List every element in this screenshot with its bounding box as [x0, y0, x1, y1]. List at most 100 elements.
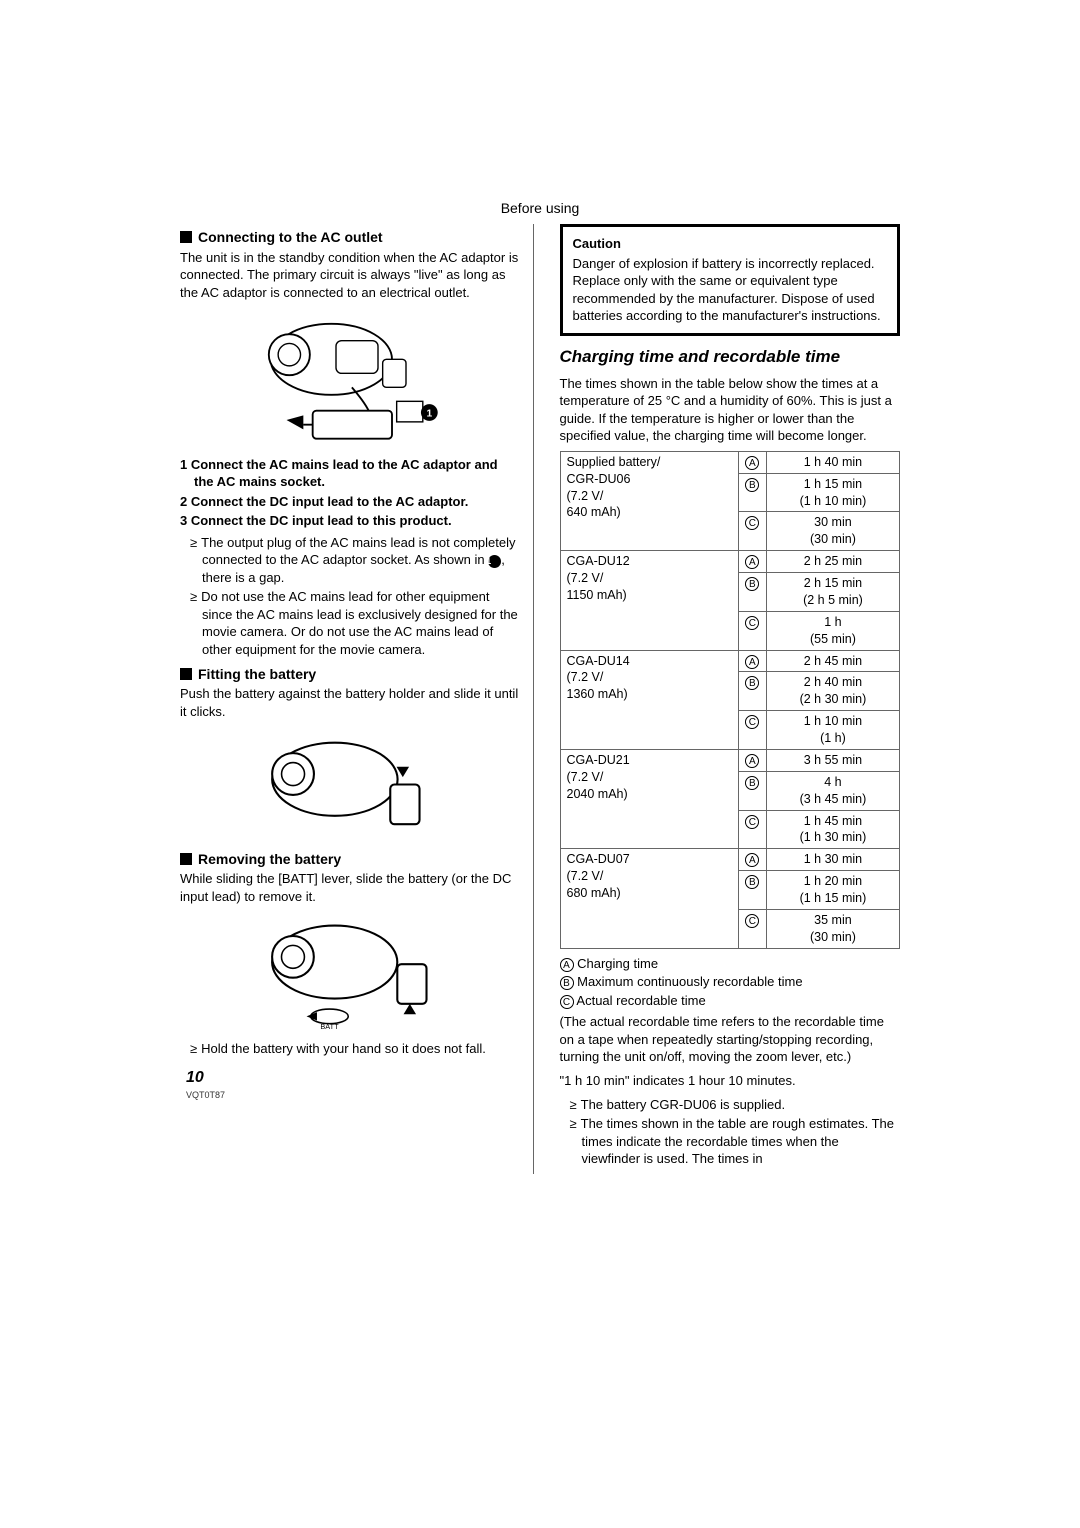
time-value-cell: 1 h 15 min (1 h 10 min)	[766, 473, 899, 512]
step-text: Connect the DC input lead to this produc…	[191, 513, 452, 528]
callout-1-icon: 1	[488, 555, 501, 568]
symbol-c-icon: C	[745, 914, 759, 928]
charging-notes: The battery CGR-DU06 is supplied. The ti…	[570, 1096, 901, 1168]
symbol-cell: A	[738, 551, 766, 573]
section-heading-remove: Removing the battery	[180, 850, 521, 869]
time-value-cell: 1 h 30 min	[766, 849, 899, 871]
charging-heading: Charging time and recordable time	[560, 346, 901, 369]
doc-code: VQT0T87	[186, 1089, 521, 1101]
table-row: CGA-DU07 (7.2 V/ 680 mAh)A1 h 30 min	[560, 849, 900, 871]
symbol-c-icon: C	[745, 616, 759, 630]
time-value-cell: 1 h 20 min (1 h 15 min)	[766, 871, 899, 910]
camera-fit-illustration	[246, 727, 455, 842]
caution-body: Danger of explosion if battery is incorr…	[573, 255, 888, 325]
two-column-layout: Connecting to the AC outlet The unit is …	[180, 224, 900, 1174]
symbol-cell: A	[738, 451, 766, 473]
symbol-c-icon: C	[745, 815, 759, 829]
symbol-cell: C	[738, 711, 766, 750]
camera-adaptor-illustration: 1	[238, 308, 462, 448]
time-value-cell: 2 h 40 min (2 h 30 min)	[766, 672, 899, 711]
time-value-cell: 1 h 10 min (1 h)	[766, 711, 899, 750]
table-legend: A Charging time B Maximum continuously r…	[560, 955, 901, 1010]
time-format-note: "1 h 10 min" indicates 1 hour 10 minutes…	[560, 1072, 901, 1090]
time-value-cell: 2 h 15 min (2 h 5 min)	[766, 573, 899, 612]
legend-symbol-b-icon: B	[560, 976, 574, 990]
note-text: Do not use the AC mains lead for other e…	[201, 589, 518, 657]
legend-text: Charging time	[577, 956, 658, 971]
fit-paragraph: Push the battery against the battery hol…	[180, 685, 521, 720]
legend-symbol-a-icon: A	[560, 958, 574, 972]
symbol-cell: A	[738, 849, 766, 871]
symbol-cell: B	[738, 573, 766, 612]
symbol-cell: B	[738, 871, 766, 910]
time-value-cell: 3 h 55 min	[766, 749, 899, 771]
section-heading-fit: Fitting the battery	[180, 665, 521, 684]
symbol-b-icon: B	[745, 577, 759, 591]
symbol-a-icon: A	[745, 853, 759, 867]
step-text: Connect the AC mains lead to the AC adap…	[191, 457, 498, 490]
steps-list: 1 Connect the AC mains lead to the AC ad…	[180, 456, 521, 530]
note-item: The times shown in the table are rough e…	[570, 1115, 901, 1168]
symbol-cell: C	[738, 611, 766, 650]
symbol-a-icon: A	[745, 456, 759, 470]
legend-text: Maximum continuously recordable time	[577, 974, 802, 989]
right-column: Caution Danger of explosion if battery i…	[554, 224, 901, 1174]
running-header: Before using	[180, 200, 900, 216]
table-row: Supplied battery/ CGR-DU06 (7.2 V/ 640 m…	[560, 451, 900, 473]
table-row: CGA-DU21 (7.2 V/ 2040 mAh)A3 h 55 min	[560, 749, 900, 771]
step-item: 3 Connect the DC input lead to this prod…	[180, 512, 521, 530]
figure-ac-connect: 1	[180, 308, 521, 448]
time-value-cell: 4 h (3 h 45 min)	[766, 771, 899, 810]
section-heading-ac: Connecting to the AC outlet	[180, 228, 521, 247]
time-value-cell: 1 h 40 min	[766, 451, 899, 473]
legend-row: B Maximum continuously recordable time	[560, 973, 901, 991]
legend-row: C Actual recordable time	[560, 992, 901, 1010]
symbol-cell: B	[738, 473, 766, 512]
battery-time-table: Supplied battery/ CGR-DU06 (7.2 V/ 640 m…	[560, 451, 901, 949]
time-value-cell: 1 h 45 min (1 h 30 min)	[766, 810, 899, 849]
charging-intro: The times shown in the table below show …	[560, 375, 901, 445]
page-number: 10	[186, 1067, 521, 1089]
symbol-cell: C	[738, 810, 766, 849]
symbol-cell: C	[738, 909, 766, 948]
symbol-c-icon: C	[745, 516, 759, 530]
table-row: CGA-DU12 (7.2 V/ 1150 mAh)A2 h 25 min	[560, 551, 900, 573]
step-item: 2 Connect the DC input lead to the AC ad…	[180, 493, 521, 511]
note-text: The output plug of the AC mains lead is …	[201, 535, 515, 585]
battery-model-cell: CGA-DU14 (7.2 V/ 1360 mAh)	[560, 650, 738, 749]
notes-list-remove: Hold the battery with your hand so it do…	[190, 1040, 521, 1058]
step-item: 1 Connect the AC mains lead to the AC ad…	[180, 456, 521, 491]
symbol-a-icon: A	[745, 754, 759, 768]
battery-model-cell: Supplied battery/ CGR-DU06 (7.2 V/ 640 m…	[560, 451, 738, 550]
symbol-cell: C	[738, 512, 766, 551]
time-value-cell: 1 h (55 min)	[766, 611, 899, 650]
remove-paragraph: While sliding the [BATT] lever, slide th…	[180, 870, 521, 905]
time-value-cell: 30 min (30 min)	[766, 512, 899, 551]
heading-text: Fitting the battery	[198, 666, 316, 682]
actual-time-note: (The actual recordable time refers to th…	[560, 1013, 901, 1066]
figure-fit-battery	[180, 727, 521, 842]
symbol-a-icon: A	[745, 655, 759, 669]
square-bullet-icon	[180, 668, 192, 680]
caution-title: Caution	[573, 235, 888, 253]
notes-list: The output plug of the AC mains lead is …	[190, 534, 521, 659]
legend-text: Actual recordable time	[576, 993, 705, 1008]
symbol-cell: B	[738, 672, 766, 711]
heading-text: Removing the battery	[198, 851, 341, 867]
symbol-b-icon: B	[745, 875, 759, 889]
battery-model-cell: CGA-DU07 (7.2 V/ 680 mAh)	[560, 849, 738, 948]
note-item: Hold the battery with your hand so it do…	[190, 1040, 521, 1058]
symbol-b-icon: B	[745, 676, 759, 690]
step-text: Connect the DC input lead to the AC adap…	[191, 494, 469, 509]
battery-model-cell: CGA-DU21 (7.2 V/ 2040 mAh)	[560, 749, 738, 848]
symbol-c-icon: C	[745, 715, 759, 729]
time-value-cell: 2 h 45 min	[766, 650, 899, 672]
svg-text:BATT: BATT	[320, 1021, 339, 1030]
ac-paragraph: The unit is in the standby condition whe…	[180, 249, 521, 302]
square-bullet-icon	[180, 853, 192, 865]
heading-text: Connecting to the AC outlet	[198, 229, 383, 245]
note-text: Hold the battery with your hand so it do…	[201, 1041, 486, 1056]
legend-row: A Charging time	[560, 955, 901, 973]
note-item: The output plug of the AC mains lead is …	[190, 534, 521, 587]
left-column: Connecting to the AC outlet The unit is …	[180, 224, 534, 1174]
